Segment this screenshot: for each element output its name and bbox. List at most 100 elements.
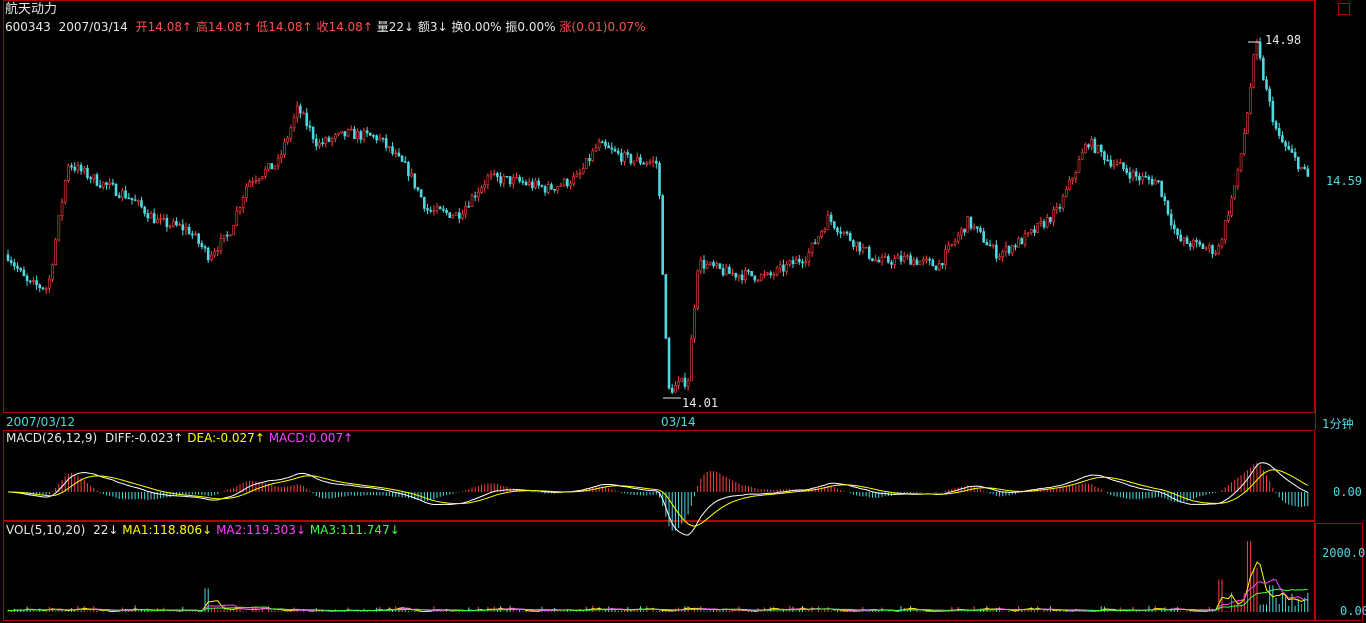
candle-body xyxy=(435,206,439,211)
candle-body xyxy=(181,224,185,231)
candle-body xyxy=(89,177,92,180)
candle-body xyxy=(54,239,57,266)
candle-body xyxy=(451,215,455,218)
candle-body xyxy=(747,270,750,272)
candle-body xyxy=(248,181,251,188)
candle-body xyxy=(629,154,633,164)
candle-body xyxy=(813,242,817,245)
candle-body xyxy=(581,167,585,174)
vol-value: 22 xyxy=(93,523,109,537)
candle-body xyxy=(915,259,919,265)
candle-body xyxy=(270,163,274,170)
candle-body xyxy=(1093,138,1097,153)
candle-body xyxy=(1195,240,1198,243)
candle-body xyxy=(86,167,89,179)
candle-body xyxy=(413,173,417,188)
candle-body xyxy=(337,132,340,136)
candle-body xyxy=(540,185,544,187)
change-value: (0.01)0.07% xyxy=(571,20,646,34)
candle-body xyxy=(715,263,719,267)
candle-body xyxy=(1227,214,1230,221)
candle-body xyxy=(693,307,696,340)
candle-body xyxy=(1179,234,1182,242)
macd-axis-zero: 0.00 xyxy=(1333,485,1362,499)
stock-name: 航天动力 xyxy=(5,2,58,17)
candle-body xyxy=(902,256,906,262)
candle-body xyxy=(473,195,477,198)
candle-body xyxy=(1236,169,1240,187)
candle-body xyxy=(381,137,385,140)
candle-body xyxy=(260,176,264,180)
candle-body xyxy=(620,152,623,162)
candle-body xyxy=(245,186,248,198)
candle-body xyxy=(194,233,197,236)
candle-body xyxy=(982,231,985,243)
candle-body xyxy=(467,205,471,208)
ma1-label: MA1: xyxy=(122,523,153,537)
candle-body xyxy=(1112,164,1116,167)
candle-body xyxy=(1296,156,1300,170)
candle-body xyxy=(1026,232,1030,235)
candle-body xyxy=(159,217,162,220)
candle-body xyxy=(203,246,207,249)
candle-body xyxy=(782,264,785,272)
candle-body xyxy=(378,137,382,141)
candle-body xyxy=(305,112,309,127)
macd-title: MACD(26,12,9) xyxy=(6,431,98,445)
candle-body xyxy=(766,272,769,275)
candle-body xyxy=(73,166,77,171)
amount-label: 额 xyxy=(417,20,430,34)
candle-body xyxy=(1303,166,1306,170)
candle-body xyxy=(165,217,169,228)
candle-body xyxy=(394,152,398,155)
candle-body xyxy=(1242,133,1246,155)
candle-body xyxy=(1150,179,1154,185)
candle-body xyxy=(391,146,394,154)
candle-body xyxy=(880,256,884,263)
open-value: 14.08 xyxy=(147,20,183,34)
candle-body xyxy=(486,175,490,185)
candle-body xyxy=(1230,197,1233,216)
candle-body xyxy=(664,274,668,339)
change-label: 涨 xyxy=(559,20,572,34)
candle-body xyxy=(477,192,480,198)
candle-body xyxy=(362,130,366,140)
volume-label: 量 xyxy=(376,20,389,34)
candle-body xyxy=(721,268,725,276)
candle-body xyxy=(324,137,328,144)
candle-body xyxy=(222,234,226,239)
candle-body xyxy=(1036,222,1039,233)
candle-body xyxy=(705,263,709,269)
candle-body xyxy=(1281,135,1284,143)
candle-body xyxy=(817,236,820,244)
candle-body xyxy=(1087,144,1090,148)
candle-body xyxy=(302,112,305,115)
stock-code: 600343 xyxy=(5,20,51,34)
open-arrow: ↑ xyxy=(182,20,193,34)
candle-body xyxy=(728,266,731,274)
candle-body xyxy=(775,267,779,275)
candle-body xyxy=(559,184,563,187)
candle-body xyxy=(1217,245,1221,254)
ma3-arrow: ↓ xyxy=(389,523,400,537)
candle-body xyxy=(16,265,19,269)
candle-body xyxy=(359,131,363,140)
candle-body xyxy=(483,184,487,189)
candle-body xyxy=(537,180,541,186)
candle-body xyxy=(655,160,658,164)
candle-body xyxy=(1084,144,1087,154)
candle-body xyxy=(1055,207,1059,211)
candle-body xyxy=(832,221,836,229)
period-label[interactable]: 1分钟 xyxy=(1322,417,1354,431)
macd-value: 0.007 xyxy=(308,431,344,445)
candle-body xyxy=(111,182,115,185)
candle-body xyxy=(877,259,881,263)
window-restore-icon[interactable] xyxy=(1338,3,1350,15)
candle-body xyxy=(289,127,293,139)
candle-body xyxy=(1208,245,1211,249)
vol-arrow: ↓ xyxy=(108,523,119,537)
candle-body xyxy=(839,231,842,234)
candle-body xyxy=(496,173,499,177)
candle-body xyxy=(9,260,13,264)
candle-body xyxy=(152,213,156,224)
